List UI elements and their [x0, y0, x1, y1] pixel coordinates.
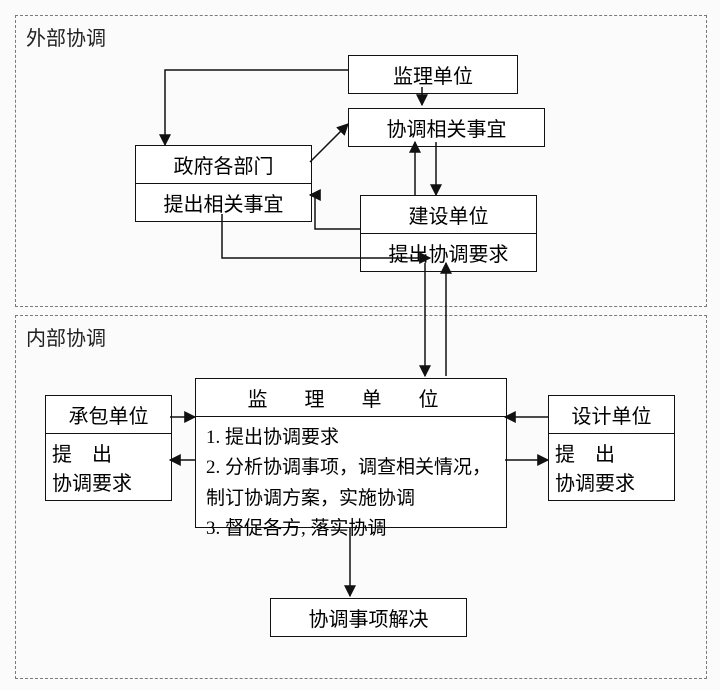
node-gov: 政府各部门 提出相关事宜 — [135, 145, 312, 222]
node-coord-matters: 协调相关事宜 — [348, 108, 545, 147]
node-gov-hdr: 政府各部门 — [136, 146, 311, 184]
supervisor-item-2: 2. 分析协调事项，调查相关情况，制订协调方案，实施协调 — [206, 453, 496, 514]
node-builder-row: 提出协调要求 — [361, 234, 536, 271]
node-contractor: 承包单位 提 出 协调要求 — [45, 395, 172, 501]
node-builder: 建设单位 提出协调要求 — [360, 195, 537, 272]
supervisor-item-1: 1. 提出协调要求 — [206, 423, 496, 453]
region-inner-label: 内部协调 — [26, 322, 106, 351]
node-coord-matters-text: 协调相关事宜 — [387, 119, 507, 141]
node-contractor-hdr: 承包单位 — [46, 396, 171, 434]
region-outer-label: 外部协调 — [26, 22, 106, 51]
node-designer-hdr: 设计单位 — [549, 396, 674, 434]
node-supervisor-main: 监 理 单 位 1. 提出协调要求 2. 分析协调事项，调查相关情况，制订协调方… — [195, 378, 507, 528]
node-resolve: 协调事项解决 — [270, 598, 467, 637]
node-contractor-row: 提 出 协调要求 — [46, 434, 171, 500]
node-gov-row: 提出相关事宜 — [136, 184, 311, 221]
node-supervisor-main-body: 1. 提出协调要求 2. 分析协调事项，调查相关情况，制订协调方案，实施协调 3… — [196, 417, 506, 551]
node-designer: 设计单位 提 出 协调要求 — [548, 395, 675, 501]
node-resolve-text: 协调事项解决 — [309, 609, 429, 631]
node-supervisor-main-title: 监 理 单 位 — [196, 379, 506, 417]
diagram-canvas: 外部协调 内部协调 监理单位 协调相关事宜 协调事项解决 政府各部门 提出相关事… — [0, 0, 720, 690]
supervisor-item-3: 3. 督促各方, 落实协调 — [206, 514, 496, 544]
node-designer-row: 提 出 协调要求 — [549, 434, 674, 500]
node-supervisor-top-text: 监理单位 — [393, 66, 473, 88]
node-supervisor-top: 监理单位 — [348, 55, 518, 94]
node-builder-hdr: 建设单位 — [361, 196, 536, 234]
